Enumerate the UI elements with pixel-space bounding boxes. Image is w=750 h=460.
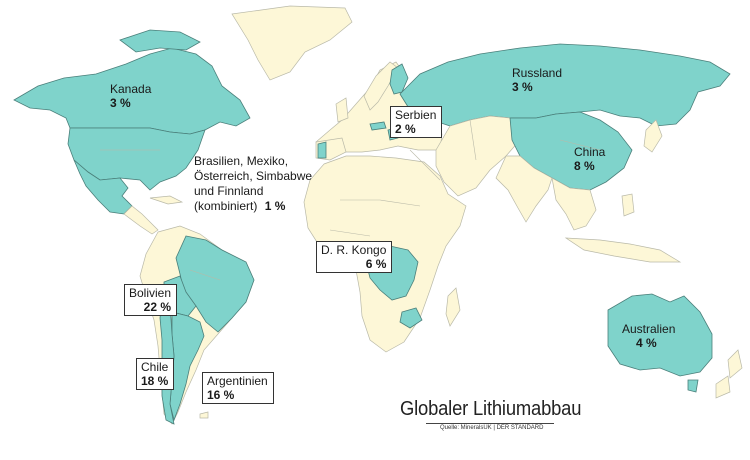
india [495,155,553,223]
uk [335,97,349,123]
title-rule [426,423,554,424]
japan [643,119,663,153]
indonesia [564,237,682,263]
austria [369,121,387,131]
portugal [317,141,327,159]
label-argentinien-name: Argentinien [207,374,268,388]
greenland [231,5,353,81]
label-australien-name: Australien [622,322,676,336]
label-serbien-value: 2 % [395,122,416,136]
label-russland-value: 3 % [512,80,533,94]
label-kanada-name: Kanada [110,82,152,96]
arctic-islands [119,29,201,53]
label-kanada-value: 3 % [110,96,131,110]
label-chile-value: 18 % [141,374,169,388]
label-russland: Russland 3 % [512,66,562,94]
label-kombiniert-line2: Österreich, Simbabwe [194,169,313,183]
label-australien: Australien 4 % [622,322,675,350]
label-argentinien: Argentinien 16 % [202,372,274,404]
label-serbien: Serbien 2 % [390,106,443,138]
philippines [621,193,635,217]
central-america [123,205,159,235]
label-kombiniert-line1: Brasilien, Mexiko, [194,154,289,168]
map-title: Globaler Lithiumabbau [400,398,582,420]
border-lines [100,119,601,281]
zimbabwe [399,307,423,329]
label-kanada: Kanada 3 % [110,82,151,110]
madagascar [445,287,461,327]
label-argentinien-value: 16 % [207,388,235,402]
label-bolivien-value: 22 % [143,300,172,314]
label-kombiniert-value: 1 % [264,199,286,213]
label-kongo: D. R. Kongo 6 % [316,241,393,273]
label-kongo-value: 6 % [365,257,387,271]
label-kombiniert-line3: und Finnland [194,184,264,198]
new-zealand-south [715,375,731,399]
label-kongo-name: D. R. Kongo [321,243,387,257]
tasmania [687,379,699,393]
label-bolivien-name: Bolivien [129,286,172,300]
source-note: Quelle: MineralsUK | DER STANDARD [440,425,544,431]
label-serbien-name: Serbien [395,108,437,122]
australia [607,293,713,377]
label-russland-name: Russland [512,66,563,80]
label-chile-name: Chile [141,360,169,374]
label-china-name: China [574,145,606,159]
label-kombiniert: Brasilien, Mexiko, Österreich, Simbabwe … [194,154,312,214]
argentina [169,311,205,422]
label-bolivien: Bolivien 22 % [124,284,178,316]
label-china-value: 8 % [574,159,595,173]
label-kombiniert-line4: (kombiniert) [194,199,258,213]
falklands [199,411,209,419]
caribbean [149,195,184,205]
label-chile: Chile 18 % [136,358,175,390]
label-china: China 8 % [574,145,605,173]
se-asia [551,177,597,231]
label-australien-value: 4 % [636,336,657,350]
new-zealand [727,349,743,379]
